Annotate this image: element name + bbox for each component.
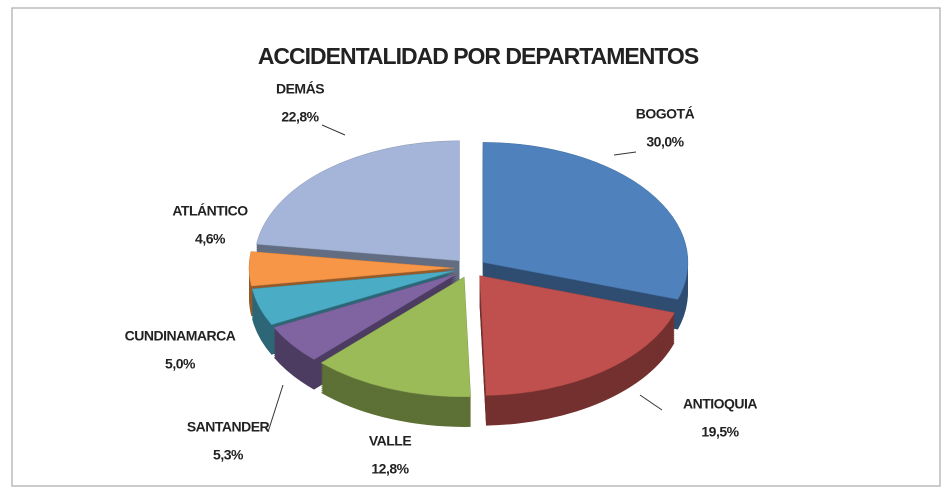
category-label: CUNDINAMARCA bbox=[125, 328, 236, 344]
value-label: 4,6% bbox=[195, 231, 226, 247]
chart-title: ACCIDENTALIDAD POR DEPARTAMENTOS bbox=[258, 43, 699, 69]
value-label: 19,5% bbox=[701, 424, 739, 440]
slice bbox=[320, 276, 471, 398]
leader-line bbox=[613, 151, 637, 156]
value-label: 30,0% bbox=[646, 134, 684, 150]
category-label: BOGOTÁ bbox=[636, 106, 695, 122]
leader-line bbox=[321, 124, 346, 136]
value-label: 5,3% bbox=[213, 447, 244, 463]
value-label: 12,8% bbox=[371, 461, 409, 477]
slice bbox=[482, 142, 689, 300]
leader-line bbox=[639, 394, 663, 411]
category-label: ANTIOQUIA bbox=[683, 396, 757, 412]
frame bbox=[11, 7, 941, 487]
category-label: ATLÁNTICO bbox=[172, 203, 248, 219]
slice bbox=[273, 273, 458, 360]
slice bbox=[256, 140, 460, 262]
value-label: 22,8% bbox=[281, 109, 319, 125]
slice bbox=[479, 275, 675, 396]
category-label: DEMÁS bbox=[276, 81, 324, 97]
category-label: VALLE bbox=[369, 433, 412, 449]
category-label: SANTANDER bbox=[187, 419, 270, 435]
slice bbox=[251, 270, 455, 326]
leader-line bbox=[267, 384, 284, 433]
value-label: 5,0% bbox=[165, 356, 196, 372]
slice bbox=[248, 251, 455, 287]
